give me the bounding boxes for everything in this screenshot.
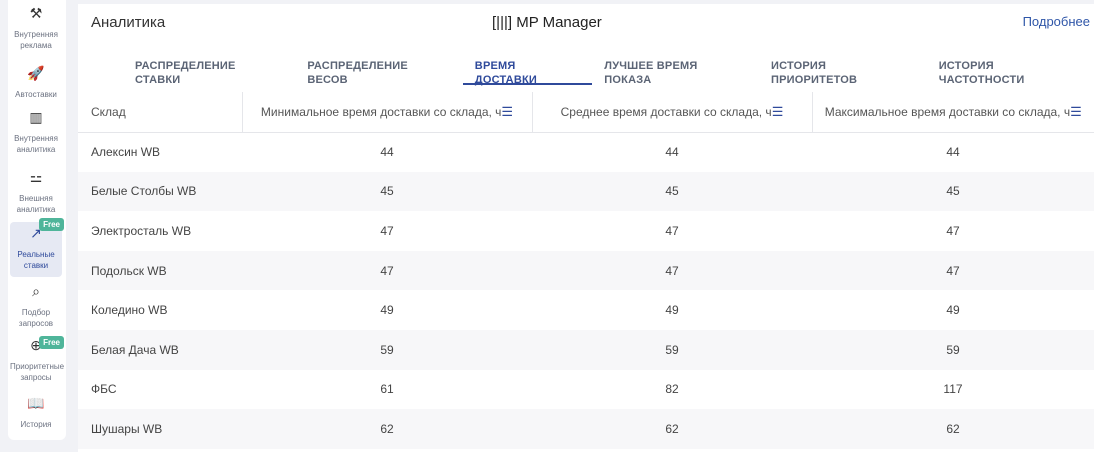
sidebar-item-label: История (20, 420, 52, 429)
sidebar-item-1[interactable]: 🚀 Автоставки (10, 65, 62, 100)
table-cell: 45 (532, 171, 812, 212)
sidebar-item-2[interactable]: ▥ Внутренняя аналитика (10, 109, 62, 155)
table-cell: 47 (812, 250, 1094, 291)
table-cell: 44 (665, 145, 679, 160)
zoom-plus-icon: ⊕ (30, 337, 42, 353)
free-badge: Free (39, 336, 64, 349)
table-cell: 49 (665, 303, 679, 318)
column-header[interactable]: Среднее время доставки со склада, ч☰ (531, 92, 812, 133)
table-cell: Электросталь WB (91, 223, 192, 238)
sidebar-item-6[interactable]: ⊕ Приоритетные запросы Free (10, 336, 65, 383)
table-row: Белая Дача WB 59 59 59 (78, 329, 1094, 370)
trending-up-icon: ↗ (30, 225, 42, 241)
rocket-icon: 🚀 (27, 65, 45, 81)
column-header[interactable]: Склад (78, 92, 242, 133)
logo: [|||] MP Manager (492, 14, 602, 31)
logo-text: MP Manager (516, 14, 602, 31)
page-title: Аналитика (91, 14, 166, 31)
column-header-label: Склад (91, 104, 126, 119)
sidebar-item-label: Внешняя аналитика (16, 194, 56, 214)
sidebar-item-label: Реальные ставки (17, 250, 55, 270)
more-link[interactable]: Подробнее (1022, 14, 1090, 29)
delivery-table: Склад Минимальное время доставки со склад… (78, 92, 1094, 449)
tab-2[interactable]: ВРЕМЯ ДОСТАВКИ (462, 59, 593, 86)
table-cell: 45 (242, 171, 532, 212)
table-cell: 59 (532, 329, 812, 370)
table-cell: 47 (532, 250, 812, 291)
tab-0[interactable]: РАСПРЕДЕЛЕНИЕ СТАВКИ (135, 60, 236, 86)
table-cell: 47 (242, 250, 532, 291)
tab-5[interactable]: ИСТОРИЯ ЧАСТОТНОСТИ (938, 60, 1025, 86)
tab-1[interactable]: РАСПРЕДЕЛЕНИЕ ВЕСОВ (307, 60, 408, 86)
sidebar-item-3[interactable]: ⚍ Внешняя аналитика (10, 169, 62, 215)
table-cell: Подольск WB (78, 250, 242, 291)
table-cell: 49 (380, 303, 394, 318)
sidebar-item-7[interactable]: 📖 История (10, 395, 62, 430)
search-box-icon: ⌕ (32, 283, 40, 299)
table-cell: Белые Столбы WB (78, 171, 242, 212)
table-cell: 47 (946, 223, 960, 238)
table-row: Электросталь WB 47 47 47 (78, 211, 1094, 251)
table-cell: 49 (946, 303, 960, 318)
table-cell: 62 (242, 409, 532, 449)
sidebar-item-4[interactable]: ↗ Реальные ставки Free (10, 218, 64, 277)
table-cell: Шушары WB (78, 409, 242, 449)
sort-menu-icon[interactable]: ☰ (501, 103, 514, 119)
table-cell: Белая Дача WB (78, 329, 242, 370)
table-cell: 47 (665, 223, 679, 238)
table-row: Белые Столбы WB 45 45 45 (78, 171, 1094, 212)
column-header-label: Среднее время доставки со склада, ч (560, 104, 772, 119)
sort-menu-icon[interactable]: ☰ (1070, 103, 1082, 119)
table-cell: 44 (946, 145, 960, 160)
barcode-icon: [|||] (492, 14, 513, 31)
table-row: Подольск WB 47 47 47 (78, 250, 1094, 291)
free-badge: Free (39, 218, 64, 231)
tab-3[interactable]: ЛУЧШЕЕ ВРЕМЯ ПОКАЗА (604, 60, 698, 86)
sidebar-item-label: Внутренняя аналитика (14, 134, 58, 154)
gavel-icon: ⚒ (29, 5, 43, 21)
sidebar-item-label: Приоритетные запросы (10, 362, 65, 382)
book-icon: 📖 (27, 395, 45, 411)
table-cell: 61 (380, 382, 394, 397)
table-row: Коледино WB 49 49 49 (78, 290, 1094, 330)
users-compare-icon: ⚍ (29, 169, 43, 185)
sidebar-item-0[interactable]: ⚒ Внутренняя реклама (10, 5, 62, 51)
sidebar-item-label: Внутренняя реклама (14, 30, 58, 50)
table-cell: 59 (812, 329, 1094, 370)
column-header-label: Максимальное время доставки со склада, ч (824, 104, 1071, 119)
table-row: ФБС 61 82 117 (78, 370, 1094, 410)
column-header[interactable]: Минимальное время доставки со склада, ч☰ (241, 92, 532, 133)
column-header-label: Минимальное время доставки со склада, ч (260, 104, 502, 119)
main-panel: Аналитика [|||] MP Manager Подробнее РАС… (78, 4, 1094, 452)
sidebar-item-label: Автоставки (15, 90, 57, 99)
tab-4[interactable]: ИСТОРИЯ ПРИОРИТЕТОВ (771, 60, 858, 86)
sort-menu-icon[interactable]: ☰ (771, 103, 784, 119)
table-cell: 82 (665, 382, 679, 397)
sidebar: ⚒ Внутренняя реклама 🚀 Автоставки ▥ Внутрення… (8, 0, 66, 440)
table-cell: 45 (812, 171, 1094, 212)
table-cell: ФБС (91, 382, 117, 397)
table-cell: 117 (943, 382, 963, 397)
table-cell: 47 (380, 223, 394, 238)
table-row: Шушары WB 62 62 62 (78, 409, 1094, 449)
sidebar-item-label: Подбор запросов (18, 308, 54, 328)
tab-bar: РАСПРЕДЕЛЕНИЕ СТАВКИ РАСПРЕДЕЛЕНИЕ ВЕСОВ В… (123, 59, 1094, 86)
table-cell: 62 (812, 409, 1094, 449)
sidebar-item-5[interactable]: ⌕ Подбор запросов (10, 283, 62, 329)
table-cell: 62 (532, 409, 812, 449)
table-cell: Коледино WB (91, 303, 168, 318)
column-header[interactable]: Максимальное время доставки со склада, ч… (811, 92, 1094, 133)
table-cell: Алексин WB (91, 145, 161, 160)
table-row: Алексин WB 44 44 44 (78, 132, 1094, 172)
bar-chart-icon: ▥ (29, 109, 43, 125)
table-cell: 44 (380, 145, 394, 160)
table-cell: 59 (242, 329, 532, 370)
